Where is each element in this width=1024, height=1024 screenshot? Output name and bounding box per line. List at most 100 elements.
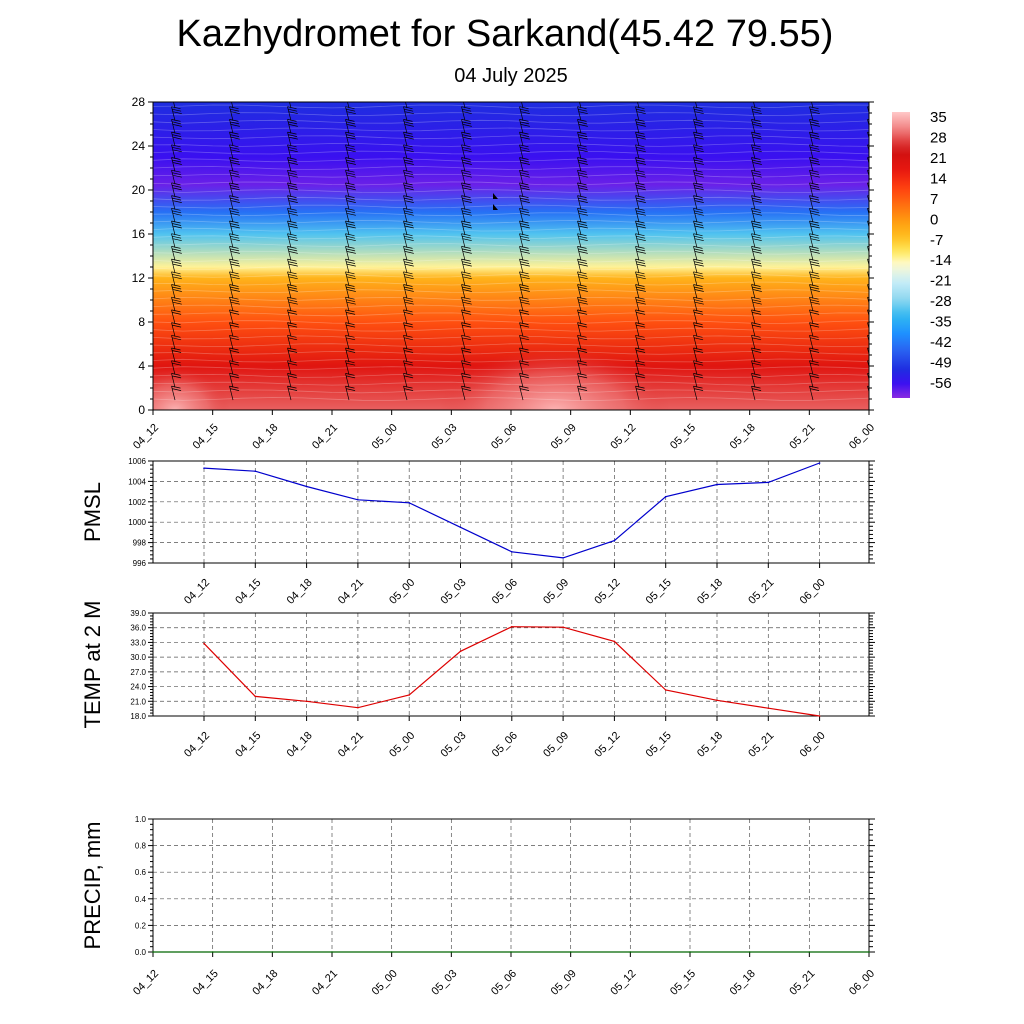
series-point xyxy=(254,695,257,698)
series-point xyxy=(408,694,411,696)
wind-barb xyxy=(345,182,356,197)
wind-barb xyxy=(751,360,762,375)
series-point xyxy=(716,483,718,486)
wind-barb xyxy=(577,233,588,248)
wind-barb xyxy=(229,296,240,312)
wind-barb xyxy=(577,207,588,223)
wind-barb xyxy=(229,385,240,401)
temp-2m-panel: 18.0 21.0 24.0 27.0 30.0 33.0 36.0 39.0 04_12 04_… xyxy=(80,601,875,760)
isotherm-line xyxy=(153,181,869,186)
y-tick-label: 36.0 xyxy=(130,624,146,633)
wind-barb xyxy=(229,347,240,363)
heatmap-y-tick-label: 12 xyxy=(132,271,146,285)
wind-barb xyxy=(519,258,530,274)
wind-barb xyxy=(287,271,298,286)
wind-barb xyxy=(519,296,530,312)
series-point xyxy=(818,462,821,464)
temperature-cross-section: 0 4 8 12 16 20 24 28 04_12 04_15 04_18 04_21 05_00 05… xyxy=(131,95,877,452)
y-tick-label: 24.0 xyxy=(130,683,146,692)
wind-barb xyxy=(577,182,588,197)
wind-barb xyxy=(867,385,869,394)
wind-barb xyxy=(693,322,704,337)
wind-barb xyxy=(751,246,762,261)
y-tick-label: 998 xyxy=(133,539,147,548)
isotherm-line xyxy=(153,296,869,301)
wind-barb xyxy=(809,182,820,197)
wind-barb xyxy=(693,373,704,388)
isotherm-line xyxy=(153,258,869,263)
wind-barb xyxy=(519,385,530,401)
wind-barb xyxy=(287,207,298,223)
wind-barb xyxy=(577,271,588,286)
panel-frame xyxy=(152,460,870,564)
wind-barb xyxy=(287,322,298,337)
wind-barb xyxy=(229,106,240,121)
series-point xyxy=(511,550,513,553)
wind-barb xyxy=(461,220,472,236)
wind-barb xyxy=(171,106,182,121)
wind-barb xyxy=(229,360,240,375)
wind-barb xyxy=(693,106,704,121)
x-tick-label: 05_18 xyxy=(695,730,725,760)
x-tick-label: 05_09 xyxy=(549,968,579,998)
isotherm-line xyxy=(153,366,869,371)
series-point xyxy=(511,625,513,628)
wind-barb xyxy=(809,207,820,223)
wind-barb xyxy=(229,169,240,185)
wind-barb xyxy=(171,220,182,236)
y-tick-label: 39.0 xyxy=(130,609,146,618)
wind-barb xyxy=(171,246,182,261)
wind-barb xyxy=(809,195,820,210)
wind-barb xyxy=(867,334,869,343)
wind-barb xyxy=(809,106,820,121)
heatmap-x-tick-label: 04_12 xyxy=(131,422,161,452)
wind-barb xyxy=(461,144,472,159)
y-tick-label: 0.0 xyxy=(135,948,147,957)
wind-barb xyxy=(577,106,588,121)
wind-barb xyxy=(693,195,704,210)
wind-barb xyxy=(171,334,182,350)
colorbar-label: 7 xyxy=(930,191,938,208)
wind-barb xyxy=(519,207,530,223)
wind-barb xyxy=(345,106,356,121)
wind-barb xyxy=(635,207,646,223)
isotherm-line xyxy=(153,320,869,324)
series-point xyxy=(818,715,821,717)
wind-barb xyxy=(287,334,298,350)
wind-barb xyxy=(229,157,240,172)
wind-barb xyxy=(171,271,182,286)
series-point xyxy=(562,626,564,629)
series-point xyxy=(305,700,308,703)
wind-barb xyxy=(345,347,356,363)
x-tick-label: 06_00 xyxy=(798,730,828,760)
x-tick-label: 04_18 xyxy=(250,968,280,998)
wind-barb xyxy=(577,322,588,337)
isotherm-line xyxy=(153,235,869,240)
heatmap-y-tick-label: 8 xyxy=(138,315,145,329)
wind-barb xyxy=(751,220,762,236)
wind-barb xyxy=(287,119,298,134)
wind-barb xyxy=(635,144,646,159)
wind-barb xyxy=(461,322,472,337)
isotherm-line xyxy=(153,189,869,193)
wind-barb xyxy=(229,334,240,350)
wind-barb xyxy=(635,271,646,286)
wind-barb xyxy=(287,309,298,324)
wind-barb xyxy=(635,296,646,312)
y-tick-label: 33.0 xyxy=(130,638,146,647)
wind-barb xyxy=(171,373,182,388)
wind-barb xyxy=(171,233,182,248)
y-tick-label: 21.0 xyxy=(130,697,146,706)
wind-barb xyxy=(287,195,298,210)
wind-barb xyxy=(577,373,588,388)
series-point xyxy=(629,951,632,953)
series-point xyxy=(569,951,572,953)
x-tick-label: 05_03 xyxy=(429,968,459,998)
wind-barb xyxy=(171,169,182,185)
wind-barb xyxy=(519,106,530,121)
wind-barb xyxy=(693,258,704,274)
wind-barb xyxy=(171,182,182,197)
wind-barb xyxy=(635,195,646,210)
x-tick-label: 05_15 xyxy=(644,730,674,760)
wind-barb xyxy=(577,195,588,210)
